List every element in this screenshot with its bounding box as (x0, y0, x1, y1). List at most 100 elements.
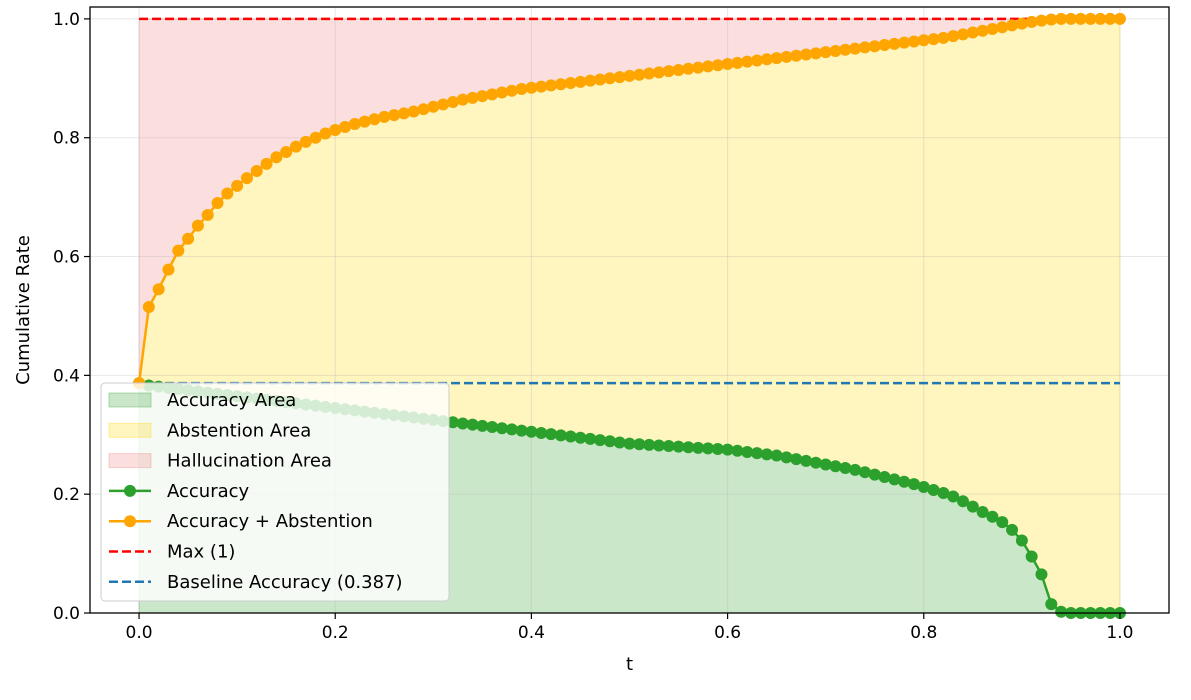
accuracy-abstention-point (545, 79, 558, 92)
accuracy-point (564, 430, 577, 443)
accuracy-abstention-point (358, 115, 371, 128)
legend-label: Max (1) (167, 542, 235, 563)
y-tick-label: 0.4 (53, 366, 80, 386)
accuracy-abstention-point (584, 74, 597, 87)
legend-label: Accuracy (167, 481, 250, 502)
accuracy-point (682, 441, 695, 454)
x-tick-label: 0.4 (518, 623, 545, 643)
accuracy-abstention-point (898, 36, 911, 49)
accuracy-abstention-point (309, 131, 322, 144)
accuracy-abstention-point (142, 301, 155, 314)
accuracy-point (594, 434, 607, 447)
accuracy-abstention-point (770, 52, 783, 65)
accuracy-abstention-point (280, 145, 293, 158)
accuracy-point (1055, 605, 1068, 618)
accuracy-point (898, 475, 911, 488)
legend: Accuracy Area Abstention Area Hallucinatio… (100, 382, 450, 602)
accuracy-point (829, 460, 842, 473)
accuracy-point (584, 432, 597, 445)
accuracy-point (545, 428, 558, 441)
accuracy-abstention-point (780, 50, 793, 63)
accuracy-abstention-point (182, 232, 195, 245)
accuracy-point (456, 417, 469, 430)
accuracy-abstention-point (437, 98, 450, 111)
accuracy-point (927, 484, 940, 497)
accuracy-abstention-point (407, 105, 420, 118)
accuracy-abstention-point (868, 40, 881, 53)
accuracy-abstention-point (476, 90, 489, 103)
accuracy-abstention-point (329, 123, 342, 136)
accuracy-point (849, 463, 862, 476)
accuracy-abstention-point (594, 73, 607, 86)
legend-label: Accuracy Area (167, 390, 296, 411)
accuracy-abstention-point (574, 75, 587, 88)
accuracy-point (652, 439, 665, 452)
y-tick-label: 0.0 (53, 604, 80, 624)
accuracy-abstention-point (976, 24, 989, 37)
accuracy-point (1006, 523, 1019, 536)
accuracy-abstention-point (1045, 13, 1058, 26)
accuracy-abstention-point (231, 179, 244, 192)
accuracy-point (858, 466, 871, 479)
accuracy-abstention-point (240, 172, 253, 185)
accuracy-abstention-point (692, 61, 705, 74)
accuracy-abstention-point (888, 37, 901, 50)
accuracy-point (525, 425, 538, 438)
accuracy-abstention-point (819, 46, 832, 59)
accuracy-abstention-point (966, 26, 979, 39)
accuracy-point (790, 453, 803, 466)
accuracy-abstention-point (446, 96, 459, 109)
accuracy-abstention-point (211, 197, 224, 210)
accuracy-abstention-point (201, 208, 214, 221)
legend-marker (124, 515, 136, 528)
accuracy-abstention-point (927, 33, 940, 46)
accuracy-abstention-point (378, 110, 391, 123)
accuracy-abstention-point (623, 69, 636, 82)
x-axis-ticks: 0.0 0.2 0.4 0.6 0.8 1.0 (126, 613, 1133, 643)
accuracy-abstention-point (299, 135, 312, 148)
x-tick-label: 1.0 (1106, 623, 1133, 643)
accuracy-point (535, 426, 548, 439)
legend-label: Abstention Area (167, 420, 311, 441)
accuracy-point (1025, 550, 1038, 563)
legend-label: Hallucination Area (167, 451, 332, 472)
accuracy-point (495, 422, 508, 435)
accuracy-abstention-point (427, 100, 440, 113)
accuracy-point (741, 445, 754, 458)
accuracy-abstention-point (1094, 12, 1107, 25)
accuracy-abstention-point (191, 219, 204, 232)
y-tick-label: 0.2 (53, 485, 80, 505)
accuracy-point (966, 500, 979, 513)
accuracy-point (888, 473, 901, 486)
accuracy-abstention-point (682, 62, 695, 75)
accuracy-abstention-point (466, 91, 479, 104)
accuracy-abstention-point (957, 28, 970, 41)
accuracy-abstention-point (1113, 12, 1126, 25)
accuracy-point (731, 444, 744, 457)
accuracy-abstention-point (800, 48, 813, 61)
accuracy-abstention-point (760, 53, 773, 66)
accuracy-abstention-point (1074, 12, 1087, 25)
accuracy-abstention-point (1035, 14, 1048, 27)
accuracy-point (554, 429, 567, 442)
accuracy-point (996, 516, 1009, 529)
y-axis-label: Cumulative Rate (13, 235, 34, 385)
accuracy-abstention-point (633, 68, 646, 81)
accuracy-abstention-point (721, 58, 734, 71)
accuracy-point (486, 421, 499, 434)
accuracy-point (976, 506, 989, 518)
accuracy-abstention-point (878, 39, 891, 52)
accuracy-abstention-point (1104, 12, 1117, 25)
accuracy-abstention-point (613, 71, 626, 84)
accuracy-point (809, 456, 822, 469)
accuracy-abstention-point (397, 107, 410, 120)
accuracy-point (574, 431, 587, 444)
accuracy-abstention-point (348, 118, 361, 131)
accuracy-abstention-point (535, 80, 548, 93)
accuracy-abstention-point (662, 65, 675, 78)
y-tick-label: 1.0 (53, 10, 80, 30)
accuracy-point (446, 416, 459, 429)
accuracy-abstention-point (505, 84, 518, 97)
accuracy-abstention-point (809, 47, 822, 60)
accuracy-point (986, 510, 999, 523)
